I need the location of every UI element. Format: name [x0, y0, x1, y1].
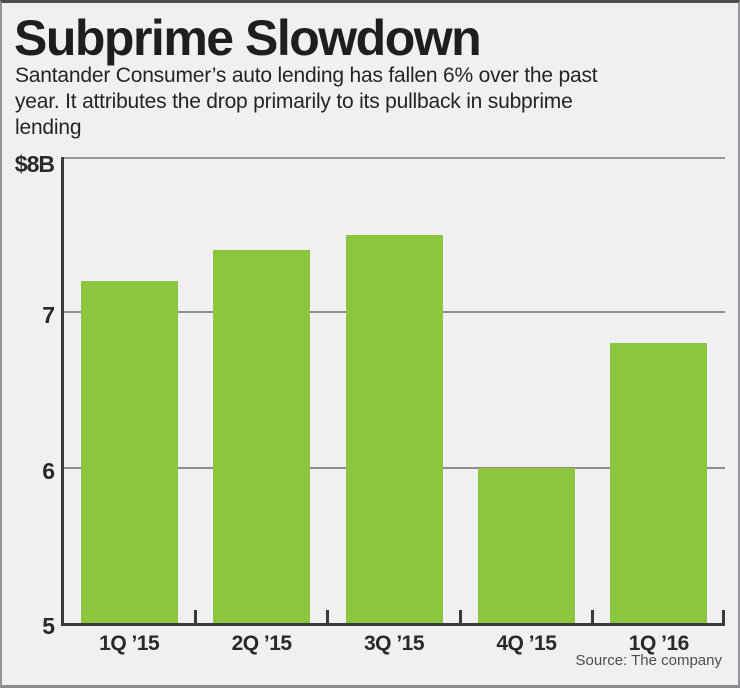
x-axis-label: 1Q ’15 [99, 632, 160, 655]
x-axis-tick [326, 610, 330, 623]
chart-subtitle: Santander Consumer’s auto lending has fa… [15, 64, 598, 139]
bar [213, 250, 311, 623]
x-axis-label: 1Q ’16 [628, 632, 690, 655]
bar [80, 281, 178, 623]
x-axis-label: 4Q ’15 [496, 632, 557, 655]
y-axis-label: 5 [42, 613, 55, 639]
y-axis-label: 7 [42, 302, 55, 329]
y-axis-line [61, 157, 64, 626]
chart-title: Subprime Slowdown [14, 10, 482, 66]
plot-area: 5 6 7 $8B 1Q ’15 2Q ’15 3Q ’15 4Q ’15 1Q ’16 [2, 3, 738, 685]
y-axis-label: 6 [42, 457, 55, 484]
bar [477, 467, 575, 623]
x-axis-label: 2Q ’15 [231, 632, 293, 655]
x-axis-tick [458, 610, 462, 623]
bar [610, 343, 708, 623]
x-axis-line [61, 623, 725, 626]
x-axis-tick [193, 610, 197, 623]
bar [345, 234, 443, 623]
x-axis-tick [722, 610, 725, 623]
y-axis-label: $8B [14, 151, 55, 177]
source-credit: Source: The company [575, 652, 722, 669]
x-axis-tick [591, 610, 595, 623]
x-axis-label: 3Q ’15 [363, 632, 425, 655]
plot-top-border [63, 157, 725, 159]
